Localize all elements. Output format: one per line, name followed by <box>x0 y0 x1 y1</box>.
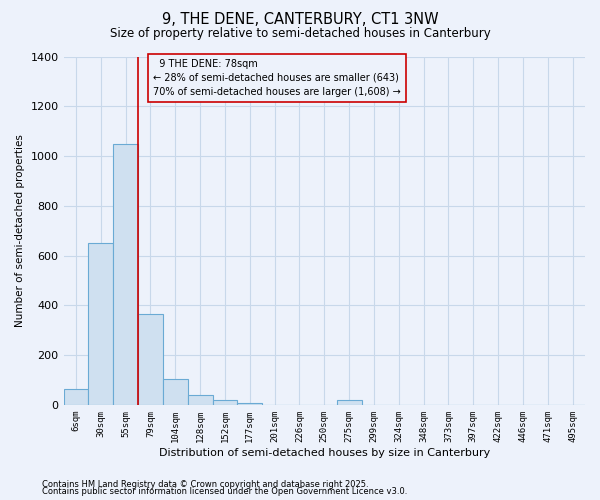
Bar <box>337 400 362 405</box>
Bar <box>113 144 138 405</box>
X-axis label: Distribution of semi-detached houses by size in Canterbury: Distribution of semi-detached houses by … <box>158 448 490 458</box>
Text: Contains HM Land Registry data © Crown copyright and database right 2025.: Contains HM Land Registry data © Crown c… <box>42 480 368 489</box>
Bar <box>138 314 163 405</box>
Bar <box>88 243 113 405</box>
Text: 9, THE DENE, CANTERBURY, CT1 3NW: 9, THE DENE, CANTERBURY, CT1 3NW <box>161 12 439 28</box>
Bar <box>212 400 238 405</box>
Text: Size of property relative to semi-detached houses in Canterbury: Size of property relative to semi-detach… <box>110 28 490 40</box>
Bar <box>238 403 262 405</box>
Bar <box>64 388 88 405</box>
Text: Contains public sector information licensed under the Open Government Licence v3: Contains public sector information licen… <box>42 488 407 496</box>
Y-axis label: Number of semi-detached properties: Number of semi-detached properties <box>15 134 25 327</box>
Text: 9 THE DENE: 78sqm
← 28% of semi-detached houses are smaller (643)
70% of semi-de: 9 THE DENE: 78sqm ← 28% of semi-detached… <box>153 59 401 97</box>
Bar <box>188 396 212 405</box>
Bar <box>163 378 188 405</box>
